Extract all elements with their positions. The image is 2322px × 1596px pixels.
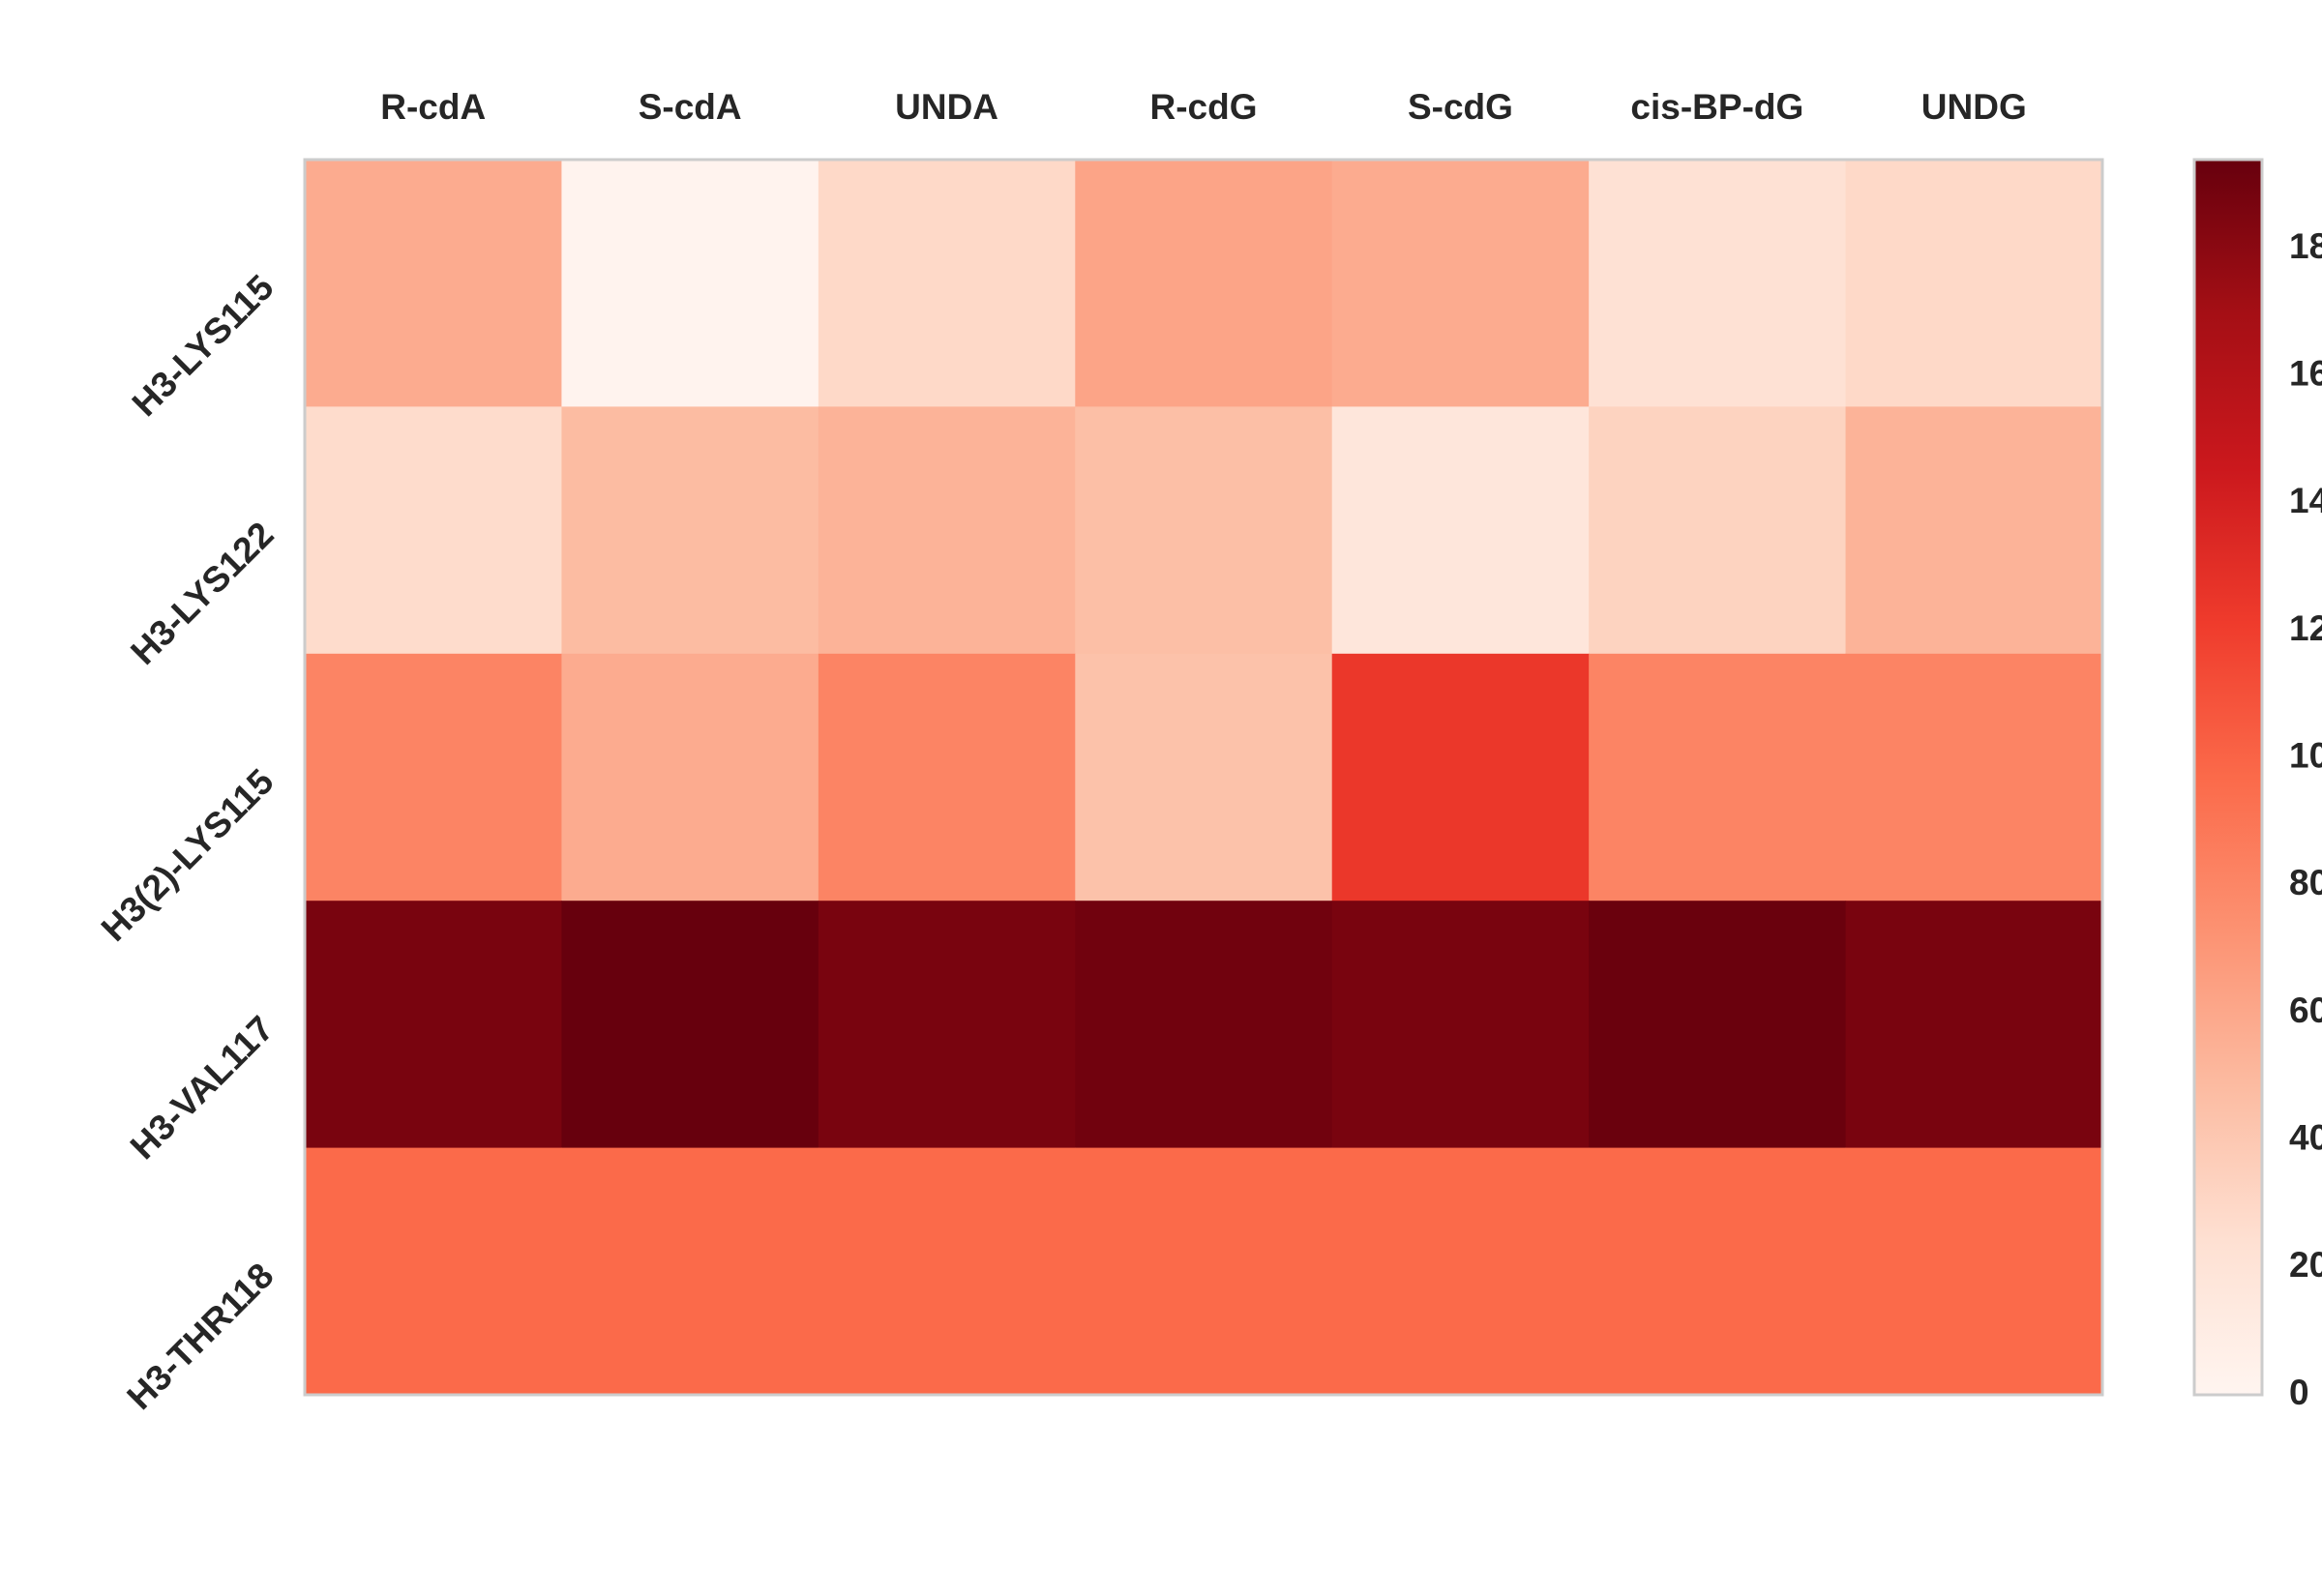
- heatmap-cell: [1845, 406, 2103, 655]
- y-tick-label: H3-VAL117: [123, 1008, 282, 1167]
- heatmap-cell: [1589, 160, 1847, 407]
- plot-frame: [303, 158, 2104, 1397]
- heatmap-cell: [305, 901, 562, 1149]
- x-tick-label: S-cdA: [639, 87, 742, 127]
- heatmap-cell: [305, 406, 562, 655]
- heatmap-cell: [1331, 406, 1590, 655]
- heatmap-cell: [818, 653, 1076, 901]
- heatmap-cell: [561, 1147, 819, 1396]
- heatmap-cell: [1845, 901, 2103, 1149]
- x-tick-label: S-cdG: [1408, 87, 1513, 127]
- heatmap-cell: [1075, 1147, 1333, 1396]
- heatmap-cell: [561, 901, 819, 1149]
- heatmap-cell: [1845, 160, 2103, 407]
- heatmap-cell: [561, 160, 819, 407]
- x-tick-label: UNDG: [1921, 87, 2027, 127]
- x-tick-label: cis-BP-dG: [1630, 87, 1803, 127]
- heatmap-cell: [1075, 406, 1333, 655]
- heatmap-cell: [1075, 901, 1333, 1149]
- x-tick-label: R-cdA: [380, 87, 486, 127]
- heatmap-cell: [1845, 1147, 2103, 1396]
- x-tick-label: R-cdG: [1150, 87, 1258, 127]
- heatmap-cell: [1331, 901, 1590, 1149]
- heatmap-cell: [1589, 901, 1847, 1149]
- colorbar-tick-label: 140: [2289, 481, 2322, 520]
- colorbar-tick-label: 180: [2289, 226, 2322, 266]
- heatmap-cell: [1331, 160, 1590, 407]
- x-tick-label: UNDA: [895, 87, 998, 127]
- heatmap-cell: [561, 653, 819, 901]
- heatmap-cell: [818, 406, 1076, 655]
- colorbar-tick-label: 120: [2289, 608, 2322, 648]
- colorbar-tick-label: 0: [2289, 1373, 2309, 1412]
- heatmap-cell: [305, 653, 562, 901]
- y-tick-label: H3-LYS122: [123, 515, 281, 672]
- heatmap-cell: [561, 406, 819, 655]
- heatmap-cell: [818, 901, 1076, 1149]
- y-tick-label: H3(2)-LYS115: [94, 761, 282, 949]
- heatmap-cell: [1589, 406, 1847, 655]
- heatmap-cell: [1589, 653, 1847, 901]
- heatmap-cell: [1075, 160, 1333, 407]
- colorbar-tick-label: 160: [2289, 354, 2322, 394]
- y-tick-label: H3-THR118: [119, 1256, 281, 1417]
- colorbar-tick-label: 80: [2289, 863, 2322, 902]
- heatmap-cell: [818, 1147, 1076, 1396]
- heatmap-cell: [1075, 653, 1333, 901]
- y-tick-label: H3-LYS115: [125, 267, 282, 424]
- colorbar: [2192, 158, 2264, 1397]
- heatmap-cell: [1589, 1147, 1847, 1396]
- colorbar-tick-label: 20: [2289, 1245, 2322, 1285]
- heatmap-cell: [1331, 653, 1590, 901]
- heatmap-cell: [1331, 1147, 1590, 1396]
- heatmap-cell: [305, 160, 562, 407]
- heatmap-cell: [818, 160, 1076, 407]
- colorbar-tick-label: 60: [2289, 990, 2322, 1030]
- heatmap-cell: [305, 1147, 562, 1396]
- heatmap-cell: [1845, 653, 2103, 901]
- colorbar-tick-label: 100: [2289, 736, 2322, 776]
- colorbar-tick-label: 40: [2289, 1117, 2322, 1157]
